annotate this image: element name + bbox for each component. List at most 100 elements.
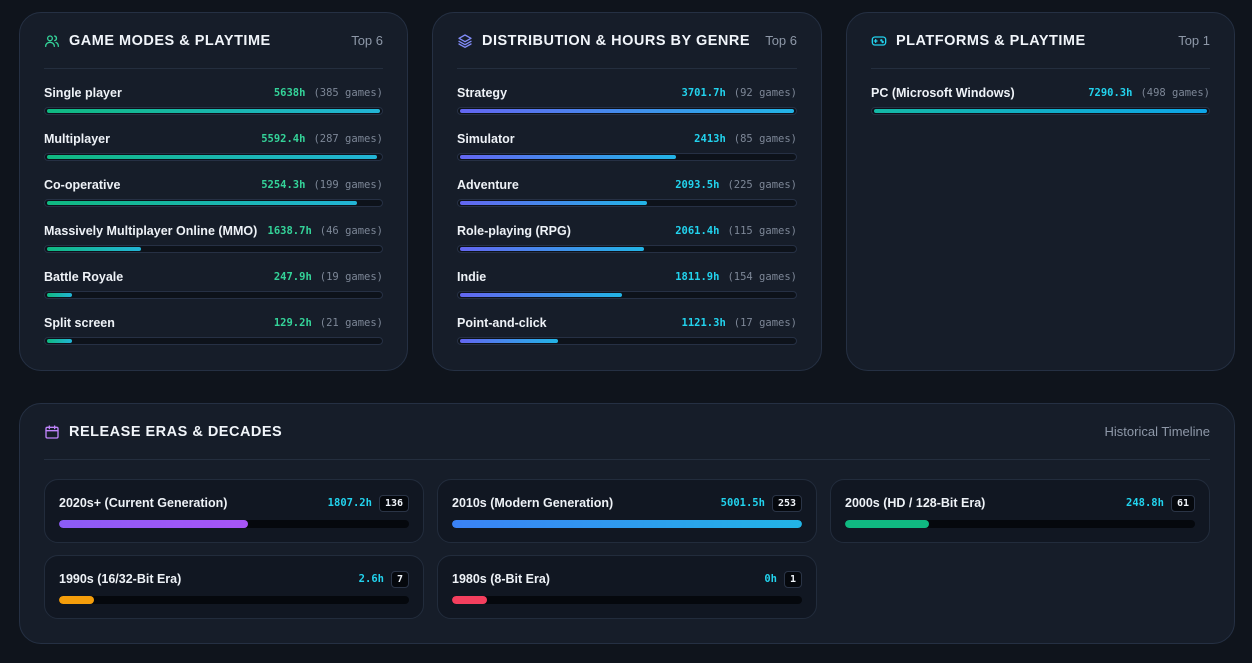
era-item[interactable]: 2020s+ (Current Generation) 1807.2h 136 [44, 479, 424, 543]
progress-fill [460, 201, 648, 205]
row-header: Simulator 2413h (85 games) [457, 129, 797, 149]
progress-track [44, 153, 383, 161]
layers-icon [458, 33, 472, 48]
hours-value: 0h [764, 573, 777, 585]
item-name: Role-playing (RPG) [457, 224, 571, 238]
item-name: Strategy [457, 86, 508, 100]
gamepad-icon [871, 35, 887, 46]
hours-value: 2061.4h [675, 225, 720, 237]
genre-card: DISTRIBUTION & HOURS BY GENRE Top 6 Stra… [432, 12, 822, 371]
hours-value: 1807.2h [327, 497, 372, 509]
item-stats: 2413h (85 games) [694, 133, 797, 145]
progress-fill [460, 109, 794, 113]
era-stats: 5001.5h 253 [720, 494, 802, 512]
hours-value: 247.9h [273, 271, 312, 283]
card-title: RELEASE ERAS & DECADES [69, 423, 283, 440]
hours-value: 2093.5h [675, 179, 720, 191]
progress-track [457, 153, 797, 161]
list-item[interactable]: Split screen 129.2h (21 games) [44, 313, 383, 359]
list-item[interactable]: Battle Royale 247.9h (19 games) [44, 267, 383, 313]
progress-fill [452, 596, 487, 604]
progress-fill [47, 109, 380, 113]
progress-fill [47, 155, 378, 159]
progress-track [452, 520, 802, 528]
row-header: Multiplayer 5592.4h (287 games) [44, 129, 383, 149]
item-stats: 247.9h (19 games) [274, 271, 383, 283]
hours-value: 5001.5h [720, 497, 765, 509]
platform-card: PLATFORMS & PLAYTIME Top 1 PC (Microsoft… [846, 12, 1235, 371]
progress-fill [874, 109, 1207, 113]
card-header: PLATFORMS & PLAYTIME Top 1 [871, 13, 1210, 69]
item-stats: 2093.5h (225 games) [675, 179, 797, 191]
progress-fill [460, 155, 677, 159]
progress-track [457, 107, 797, 115]
progress-track [44, 291, 383, 299]
progress-fill [47, 201, 358, 205]
row-header: Strategy 3701.7h (92 games) [457, 83, 797, 103]
item-name: Adventure [457, 178, 519, 192]
era-item[interactable]: 1980s (8-Bit Era) 0h 1 [437, 555, 817, 619]
era-item[interactable]: 2000s (HD / 128-Bit Era) 248.8h 61 [830, 479, 1210, 543]
item-name: Single player [44, 86, 122, 100]
game-count-badge: 1 [783, 570, 802, 588]
card-header: RELEASE ERAS & DECADES Historical Timeli… [44, 404, 1210, 460]
hours-value: 1638.7h [267, 225, 312, 237]
card-title: GAME MODES & PLAYTIME [69, 32, 271, 49]
era-item[interactable]: 2010s (Modern Generation) 5001.5h 253 [437, 479, 817, 543]
list-item[interactable]: Point-and-click 1121.3h (17 games) [457, 313, 797, 359]
hours-value: 5638h [273, 87, 306, 99]
era-header: 1990s (16/32-Bit Era) 2.6h 7 [59, 569, 409, 589]
top-count: Top 6 [351, 33, 383, 48]
item-stats: 3701.7h (92 games) [682, 87, 797, 99]
games-count: (287 games) [313, 133, 383, 145]
games-count: (92 games) [733, 87, 797, 99]
progress-track [845, 520, 1195, 528]
list-item[interactable]: Massively Multiplayer Online (MMO) 1638.7… [44, 221, 383, 267]
games-count: (225 games) [727, 179, 797, 191]
progress-track [44, 199, 383, 207]
item-name: Point-and-click [457, 316, 547, 330]
era-stats: 0h 1 [764, 570, 802, 588]
era-stats: 248.8h 61 [1126, 494, 1195, 512]
list-item[interactable]: PC (Microsoft Windows) 7290.3h (498 games) [871, 83, 1210, 129]
games-count: (21 games) [319, 317, 383, 329]
item-stats: 5254.3h (199 games) [261, 179, 383, 191]
list-item[interactable]: Role-playing (RPG) 2061.4h (115 games) [457, 221, 797, 267]
era-stats: 2.6h 7 [359, 570, 409, 588]
era-name: 2020s+ (Current Generation) [59, 496, 228, 510]
list-item[interactable]: Simulator 2413h (85 games) [457, 129, 797, 175]
timeline-label: Historical Timeline [1104, 424, 1210, 439]
hours-value: 5254.3h [261, 179, 306, 191]
progress-track [871, 107, 1210, 115]
list-item[interactable]: Strategy 3701.7h (92 games) [457, 83, 797, 129]
games-count: (385 games) [313, 87, 383, 99]
row-header: Role-playing (RPG) 2061.4h (115 games) [457, 221, 797, 241]
list-item[interactable]: Multiplayer 5592.4h (287 games) [44, 129, 383, 175]
progress-fill [460, 293, 622, 297]
hours-value: 1811.9h [675, 271, 720, 283]
row-header: Co-operative 5254.3h (199 games) [44, 175, 383, 195]
era-name: 2010s (Modern Generation) [452, 496, 614, 510]
era-header: 2000s (HD / 128-Bit Era) 248.8h 61 [845, 493, 1195, 513]
era-name: 2000s (HD / 128-Bit Era) [845, 496, 986, 510]
list-item[interactable]: Indie 1811.9h (154 games) [457, 267, 797, 313]
item-name: Battle Royale [44, 270, 124, 284]
era-header: 1980s (8-Bit Era) 0h 1 [452, 569, 802, 589]
card-title-group: PLATFORMS & PLAYTIME [871, 33, 1086, 49]
item-stats: 129.2h (21 games) [274, 317, 383, 329]
item-name: PC (Microsoft Windows) [871, 86, 1015, 100]
era-item[interactable]: 1990s (16/32-Bit Era) 2.6h 7 [44, 555, 424, 619]
progress-track [44, 337, 383, 345]
release-eras-card: RELEASE ERAS & DECADES Historical Timeli… [19, 403, 1235, 644]
list-item[interactable]: Single player 5638h (385 games) [44, 83, 383, 129]
progress-fill [59, 520, 248, 528]
games-count: (498 games) [1140, 87, 1210, 99]
progress-fill [460, 247, 645, 251]
games-count: (154 games) [727, 271, 797, 283]
item-stats: 1811.9h (154 games) [675, 271, 797, 283]
progress-track [457, 337, 797, 345]
game-count-badge: 136 [378, 494, 409, 512]
list-item[interactable]: Co-operative 5254.3h (199 games) [44, 175, 383, 221]
list-item[interactable]: Adventure 2093.5h (225 games) [457, 175, 797, 221]
games-count: (46 games) [319, 225, 383, 237]
